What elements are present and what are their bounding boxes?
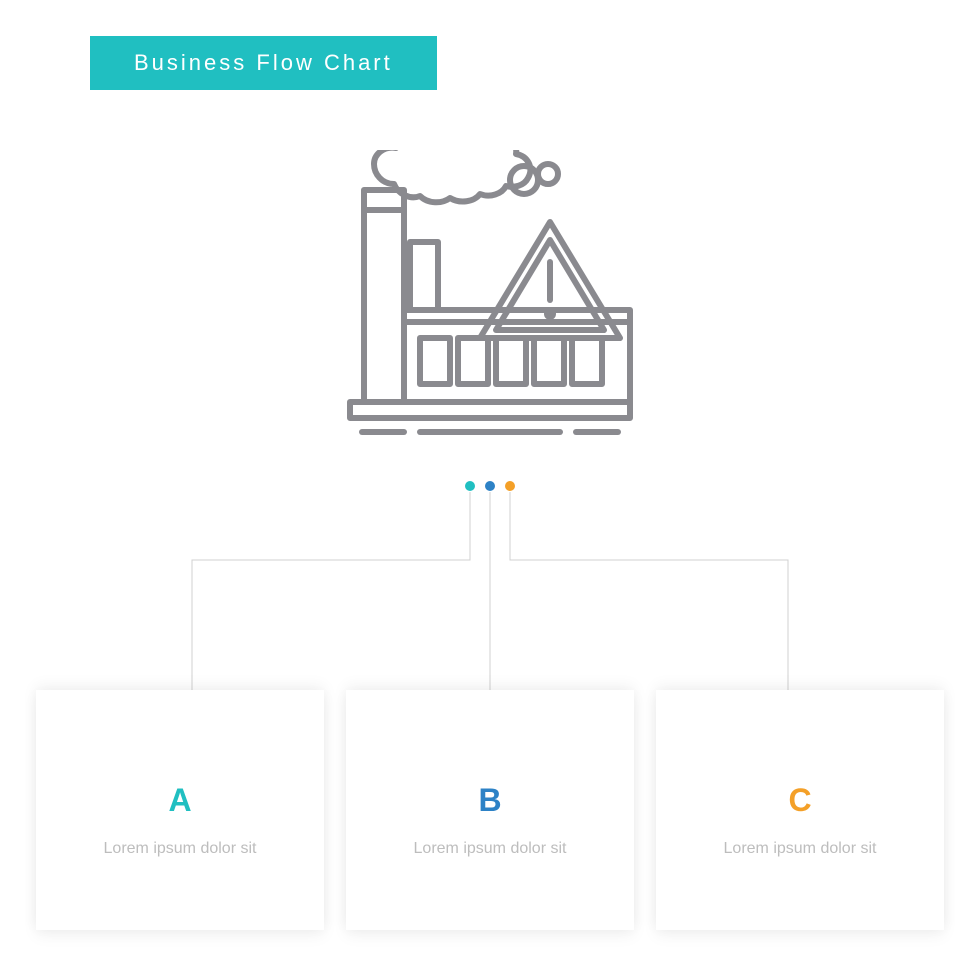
card-a: A Lorem ipsum dolor sit xyxy=(36,690,324,930)
card-letter: C xyxy=(682,782,918,819)
factory-pollution-warning-icon xyxy=(324,150,656,450)
title-bar: Business Flow Chart xyxy=(90,36,437,90)
card-body: Lorem ipsum dolor sit xyxy=(372,837,608,861)
page-title: Business Flow Chart xyxy=(134,50,393,76)
card-row: A Lorem ipsum dolor sit B Lorem ipsum do… xyxy=(0,690,980,950)
card-letter: B xyxy=(372,782,608,819)
card-letter: A xyxy=(62,782,298,819)
card-body: Lorem ipsum dolor sit xyxy=(62,837,298,861)
card-c: C Lorem ipsum dolor sit xyxy=(656,690,944,930)
card-body: Lorem ipsum dolor sit xyxy=(682,837,918,861)
card-b: B Lorem ipsum dolor sit xyxy=(346,690,634,930)
